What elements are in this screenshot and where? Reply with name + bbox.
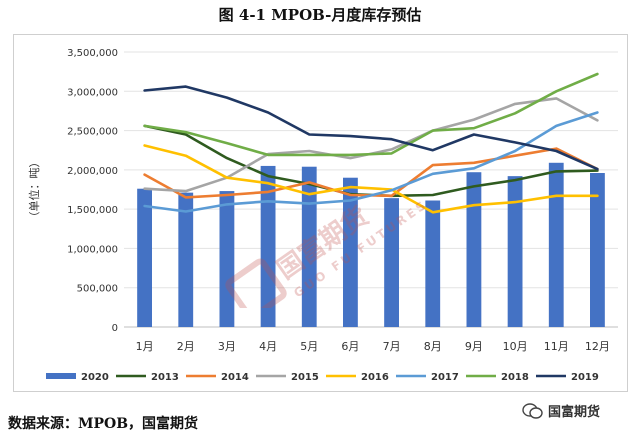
x-tick-label: 5月 bbox=[300, 340, 318, 353]
x-tick-label: 10月 bbox=[503, 340, 528, 353]
y-tick-label: 2,000,000 bbox=[67, 166, 118, 177]
legend-label-2018: 2018 bbox=[501, 372, 529, 383]
legend-label-2013: 2013 bbox=[151, 372, 179, 383]
bar-2020 bbox=[301, 166, 317, 327]
y-tick-label: 2,500,000 bbox=[67, 127, 118, 138]
x-tick-label: 2月 bbox=[177, 340, 195, 353]
y-tick-label: 500,000 bbox=[77, 284, 118, 295]
y-tick-label: 0 bbox=[112, 323, 118, 334]
chart-svg: 0 500,000 1,000,000 1,500,000 2,000,000 2,500… bbox=[27, 48, 618, 383]
legend-label-2019: 2019 bbox=[571, 372, 599, 383]
bar-2020 bbox=[219, 191, 235, 327]
source-note: 数据来源：MPOB，国富期货 bbox=[8, 416, 199, 432]
bar-2020 bbox=[343, 177, 358, 327]
x-tick-label: 3月 bbox=[218, 340, 236, 353]
bar-2020 bbox=[590, 173, 605, 327]
x-tick-label: 1月 bbox=[136, 340, 154, 353]
y-tick-label: 1,500,000 bbox=[67, 205, 118, 216]
x-tick-label: 6月 bbox=[341, 340, 359, 353]
y-tick-label: 3,500,000 bbox=[67, 48, 118, 59]
y-axis-label: （单位：吨） bbox=[27, 157, 41, 223]
legend-label-2016: 2016 bbox=[361, 372, 389, 383]
bar-2020 bbox=[384, 198, 399, 327]
bar-2020 bbox=[466, 172, 482, 327]
chart-area: 0 500,000 1,000,000 1,500,000 2,000,000 2,500… bbox=[13, 34, 628, 392]
bar-2020 bbox=[507, 176, 523, 327]
legend-swatch-2020 bbox=[46, 373, 76, 379]
x-tick-label: 12月 bbox=[585, 340, 610, 353]
y-tick-label: 1,000,000 bbox=[67, 244, 118, 255]
line-series-2017 bbox=[143, 111, 599, 213]
bar-2020 bbox=[425, 200, 441, 327]
legend-label-2014: 2014 bbox=[221, 372, 249, 383]
line-series-2016 bbox=[143, 144, 599, 214]
x-tick-label: 9月 bbox=[465, 340, 483, 353]
bar-2020 bbox=[260, 165, 276, 327]
bar-2020 bbox=[137, 188, 152, 327]
line-series-2018 bbox=[143, 72, 599, 157]
legend-label-2017: 2017 bbox=[431, 372, 459, 383]
x-tick-label: 11月 bbox=[544, 340, 569, 353]
brand-mark: 国富期货 bbox=[522, 401, 600, 420]
line-series-2014 bbox=[143, 147, 599, 199]
y-tick-label: 3,000,000 bbox=[67, 87, 118, 98]
legend-label-2020: 2020 bbox=[81, 372, 109, 383]
wechat-icon bbox=[522, 402, 543, 419]
figure-title: 图 4-1 MPOB-月度库存预估 bbox=[218, 6, 422, 24]
x-tick-label: 7月 bbox=[383, 340, 401, 353]
x-tick-label: 4月 bbox=[259, 340, 277, 353]
line-series-2019 bbox=[143, 85, 599, 171]
legend-label-2015: 2015 bbox=[291, 372, 319, 383]
bar-2020 bbox=[548, 162, 564, 327]
bar-2020 bbox=[178, 192, 194, 327]
brand-label: 国富期货 bbox=[548, 405, 601, 420]
x-tick-label: 8月 bbox=[424, 340, 442, 353]
